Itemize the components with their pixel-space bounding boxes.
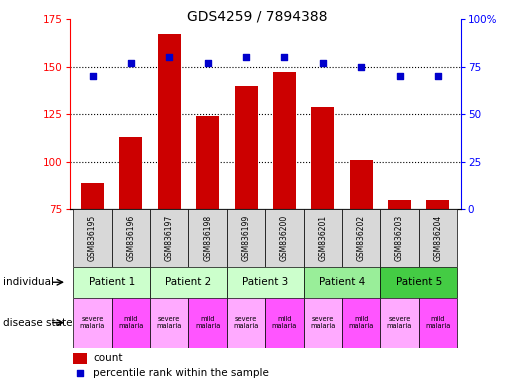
Text: GDS4259 / 7894388: GDS4259 / 7894388 <box>187 10 328 23</box>
Bar <box>342 209 381 267</box>
Bar <box>158 35 181 209</box>
Text: mild
malaria: mild malaria <box>272 316 297 329</box>
Bar <box>304 267 381 298</box>
Bar <box>227 298 265 348</box>
Point <box>434 73 442 79</box>
Text: Patient 4: Patient 4 <box>319 277 365 287</box>
Bar <box>74 353 87 364</box>
Text: severe
malaria: severe malaria <box>80 316 105 329</box>
Bar <box>304 298 342 348</box>
Text: severe
malaria: severe malaria <box>310 316 335 329</box>
Text: severe
malaria: severe malaria <box>233 316 259 329</box>
Text: GSM836201: GSM836201 <box>318 215 328 261</box>
Bar <box>273 73 296 209</box>
Bar <box>196 116 219 209</box>
Text: percentile rank within the sample: percentile rank within the sample <box>93 368 269 378</box>
Text: severe
malaria: severe malaria <box>157 316 182 329</box>
Bar <box>73 267 150 298</box>
Bar <box>426 200 450 209</box>
Text: mild
malaria: mild malaria <box>349 316 374 329</box>
Text: GSM836198: GSM836198 <box>203 215 212 261</box>
Bar <box>73 298 112 348</box>
Text: disease state: disease state <box>3 318 72 328</box>
Point <box>319 60 327 66</box>
Text: Patient 1: Patient 1 <box>89 277 135 287</box>
Bar <box>112 298 150 348</box>
Point <box>127 60 135 66</box>
Text: mild
malaria: mild malaria <box>425 316 451 329</box>
Point <box>165 54 174 60</box>
Text: GSM836200: GSM836200 <box>280 215 289 261</box>
Bar <box>119 137 143 209</box>
Bar <box>150 298 188 348</box>
Bar <box>265 209 304 267</box>
Bar <box>150 209 188 267</box>
Bar <box>419 209 457 267</box>
Bar <box>419 298 457 348</box>
Text: Patient 5: Patient 5 <box>396 277 442 287</box>
Point <box>76 370 84 376</box>
Bar <box>381 209 419 267</box>
Bar <box>304 209 342 267</box>
Text: mild
malaria: mild malaria <box>118 316 144 329</box>
Bar <box>265 298 304 348</box>
Bar <box>188 298 227 348</box>
Bar <box>234 86 258 209</box>
Text: count: count <box>93 353 123 363</box>
Bar <box>350 160 373 209</box>
Text: GSM836204: GSM836204 <box>434 215 442 261</box>
Text: GSM836197: GSM836197 <box>165 215 174 261</box>
Bar <box>311 107 334 209</box>
Text: Patient 2: Patient 2 <box>165 277 212 287</box>
Text: GSM836199: GSM836199 <box>242 215 250 261</box>
Point <box>242 54 250 60</box>
Bar <box>112 209 150 267</box>
Bar <box>227 267 304 298</box>
Bar <box>73 209 112 267</box>
Text: severe
malaria: severe malaria <box>387 316 412 329</box>
Bar <box>388 200 411 209</box>
Text: GSM836203: GSM836203 <box>395 215 404 261</box>
Bar <box>381 267 457 298</box>
Bar <box>381 298 419 348</box>
Point <box>280 54 288 60</box>
Text: GSM836195: GSM836195 <box>88 215 97 261</box>
Text: GSM836196: GSM836196 <box>126 215 135 261</box>
Bar <box>81 183 104 209</box>
Text: mild
malaria: mild malaria <box>195 316 220 329</box>
Point <box>357 64 365 70</box>
Point <box>89 73 97 79</box>
Bar <box>150 267 227 298</box>
Text: individual: individual <box>3 277 54 287</box>
Point <box>396 73 404 79</box>
Bar <box>188 209 227 267</box>
Text: GSM836202: GSM836202 <box>357 215 366 261</box>
Point <box>203 60 212 66</box>
Bar <box>342 298 381 348</box>
Text: Patient 3: Patient 3 <box>242 277 288 287</box>
Bar <box>227 209 265 267</box>
